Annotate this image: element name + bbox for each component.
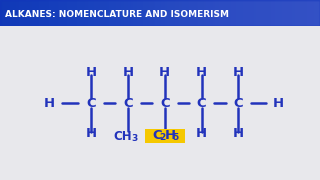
Text: H: H <box>123 66 133 79</box>
Text: H: H <box>273 96 284 110</box>
Text: C: C <box>160 96 170 110</box>
Text: C: C <box>153 129 162 142</box>
Text: CH: CH <box>113 130 132 143</box>
Text: 5: 5 <box>172 134 179 143</box>
Text: H: H <box>233 66 244 79</box>
Text: H: H <box>233 127 244 140</box>
Text: H: H <box>196 127 207 140</box>
Text: H: H <box>196 66 207 79</box>
Text: H: H <box>86 127 97 140</box>
Text: H: H <box>44 96 55 110</box>
Text: 3: 3 <box>132 134 138 143</box>
Text: C: C <box>86 96 96 110</box>
Text: C: C <box>123 96 133 110</box>
Text: C: C <box>234 96 243 110</box>
Text: 2: 2 <box>160 134 166 143</box>
Text: H: H <box>165 129 176 142</box>
FancyBboxPatch shape <box>145 129 185 143</box>
Text: ALKANES: NOMENCLATURE AND ISOMERISM: ALKANES: NOMENCLATURE AND ISOMERISM <box>5 10 229 19</box>
Text: C: C <box>197 96 206 110</box>
Text: H: H <box>159 66 170 79</box>
Text: H: H <box>86 66 97 79</box>
